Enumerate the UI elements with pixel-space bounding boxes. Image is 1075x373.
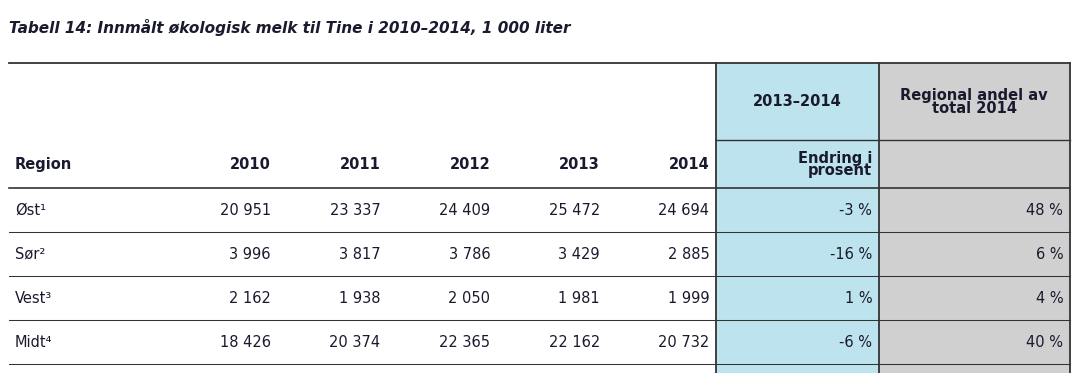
Text: Vest³: Vest³ (15, 291, 53, 306)
Text: Endring i: Endring i (798, 151, 872, 166)
Text: 6 %: 6 % (1035, 247, 1063, 262)
Text: 40 %: 40 % (1027, 335, 1063, 350)
Text: 2010: 2010 (230, 157, 271, 172)
Text: 2012: 2012 (449, 157, 490, 172)
Text: 2013–2014: 2013–2014 (752, 94, 842, 109)
Text: 48 %: 48 % (1027, 203, 1063, 218)
Text: 20 732: 20 732 (658, 335, 710, 350)
Text: 2 885: 2 885 (668, 247, 710, 262)
Text: 2 050: 2 050 (448, 291, 490, 306)
Text: 25 472: 25 472 (548, 203, 600, 218)
Text: 3 996: 3 996 (229, 247, 271, 262)
Text: 3 786: 3 786 (448, 247, 490, 262)
Text: 1 938: 1 938 (339, 291, 381, 306)
Bar (716, 63, 878, 373)
Text: 1 981: 1 981 (558, 291, 600, 306)
Text: 2013: 2013 (559, 157, 600, 172)
Text: 4 %: 4 % (1035, 291, 1063, 306)
Text: 2 162: 2 162 (229, 291, 271, 306)
Text: 3 429: 3 429 (558, 247, 600, 262)
Text: 23 337: 23 337 (330, 203, 381, 218)
Text: Region: Region (15, 157, 72, 172)
Text: 20 374: 20 374 (329, 335, 381, 350)
Text: Sør²: Sør² (15, 247, 45, 262)
Text: prosent: prosent (808, 163, 872, 178)
Text: 24 409: 24 409 (439, 203, 490, 218)
Text: Midt⁴: Midt⁴ (15, 335, 53, 350)
Text: Øst¹: Øst¹ (15, 203, 46, 218)
Text: Tabell 14: Innmålt økologisk melk til Tine i 2010–2014, 1 000 liter: Tabell 14: Innmålt økologisk melk til Ti… (9, 19, 570, 36)
Text: -16 %: -16 % (830, 247, 872, 262)
Text: 1 999: 1 999 (668, 291, 710, 306)
Text: Regional andel av: Regional andel av (901, 88, 1048, 103)
Bar (878, 63, 1070, 373)
Text: 2014: 2014 (669, 157, 710, 172)
Text: 3 817: 3 817 (339, 247, 381, 262)
Text: 1 %: 1 % (845, 291, 872, 306)
Text: -6 %: -6 % (840, 335, 872, 350)
Text: 20 951: 20 951 (219, 203, 271, 218)
Text: 2011: 2011 (340, 157, 381, 172)
Text: 22 365: 22 365 (440, 335, 490, 350)
Text: 22 162: 22 162 (548, 335, 600, 350)
Text: 24 694: 24 694 (659, 203, 710, 218)
Text: total 2014: total 2014 (932, 101, 1017, 116)
Text: -3 %: -3 % (840, 203, 872, 218)
Text: 18 426: 18 426 (220, 335, 271, 350)
